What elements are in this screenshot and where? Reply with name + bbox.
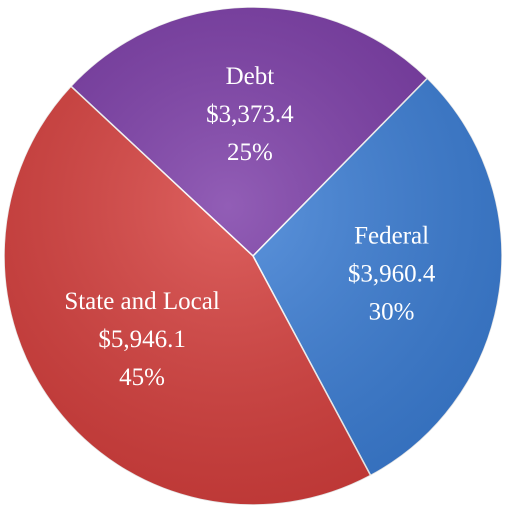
slice-percent-label: 30% — [369, 299, 415, 326]
slice-value-label: $3,373.4 — [206, 101, 294, 128]
slice-value-label: $5,946.1 — [98, 326, 186, 353]
slice-label: Debt — [226, 63, 275, 90]
slice-percent-label: 25% — [227, 139, 273, 166]
slice-value-label: $3,960.4 — [348, 261, 436, 288]
slice-percent-label: 45% — [119, 364, 165, 391]
slice-label: State and Local — [64, 288, 220, 315]
slice-label: Federal — [354, 223, 429, 250]
